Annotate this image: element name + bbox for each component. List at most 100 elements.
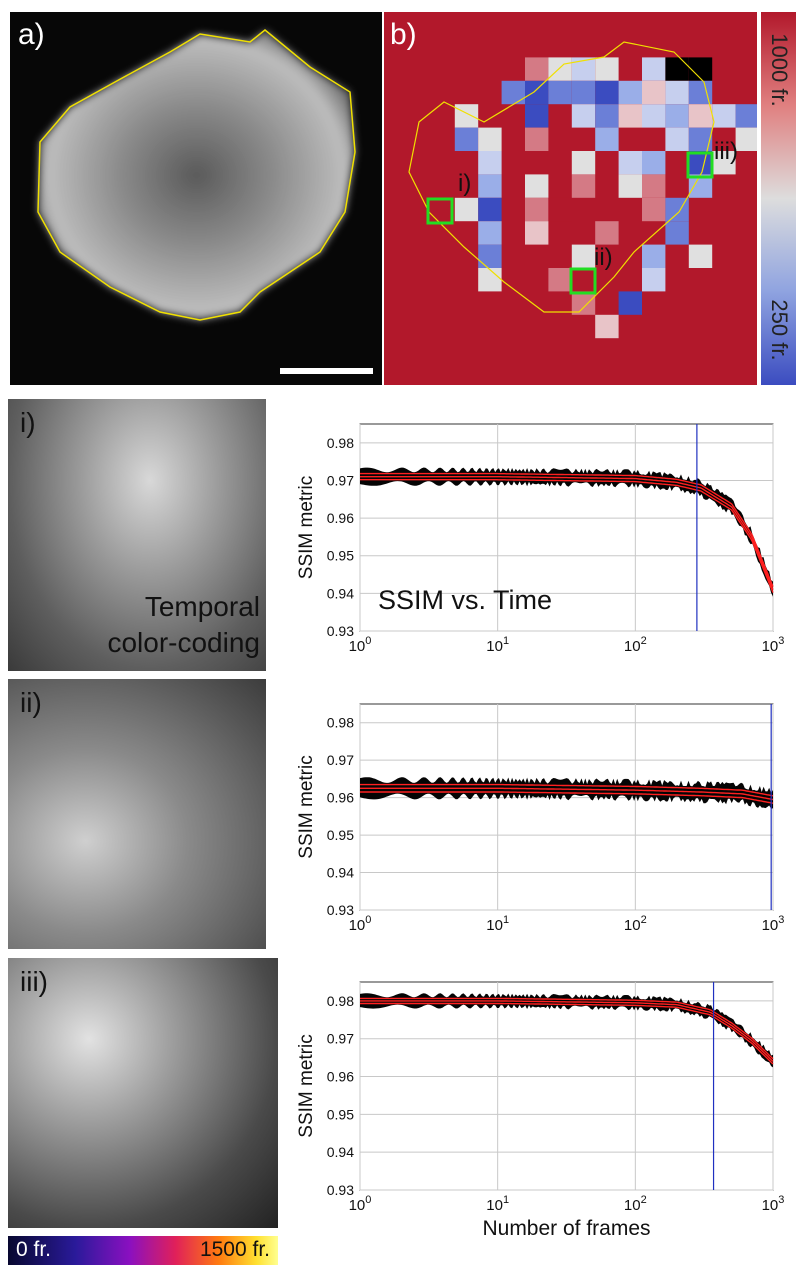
fit-line-bound xyxy=(360,791,774,804)
roi-box xyxy=(426,197,454,225)
heatmap-cell xyxy=(712,151,736,175)
heatmap-cell xyxy=(642,197,666,222)
y-axis-label: SSIM metric xyxy=(296,476,317,579)
heatmap-cell xyxy=(642,57,666,81)
heatmap-cell xyxy=(571,244,596,268)
fit-line-mean xyxy=(360,1000,774,1062)
heatmap-cell xyxy=(454,197,479,222)
heatmap-cell xyxy=(642,244,666,268)
heatmap-cell xyxy=(478,174,502,198)
inset-i-label: i) xyxy=(20,407,36,438)
x-tick-label: 101 xyxy=(486,1194,509,1214)
heatmap-cell xyxy=(571,80,596,105)
ssim-chart-ii: 0.93 0.94 0.95 0.96 0.97 0.98 100 101 102 103 SSIM… xyxy=(296,703,785,934)
heatmap-cell xyxy=(525,197,549,222)
fit-line-bound xyxy=(360,479,774,593)
x-tick-label: 102 xyxy=(624,635,647,655)
roi-label-i: i) xyxy=(458,170,472,197)
temporal-colorbar: 0 fr. 1500 fr. xyxy=(8,1236,278,1265)
chart-title: SSIM vs. Time xyxy=(378,585,552,615)
x-tick-label: 103 xyxy=(762,1194,785,1214)
y-tick-label: 0.98 xyxy=(327,993,354,1009)
heatmap-cell xyxy=(548,80,572,105)
x-axis-label: Number of frames xyxy=(482,1217,650,1240)
heatmap-cell xyxy=(618,291,642,315)
heatmap-cell xyxy=(642,268,666,292)
temporal-caption-line1: Temporal xyxy=(144,591,260,622)
heatmap-cell xyxy=(571,57,596,81)
heatmap-cell xyxy=(525,221,549,245)
y-tick-label: 0.95 xyxy=(327,1106,354,1122)
y-tick-label: 0.96 xyxy=(327,1069,354,1085)
colorbar-top-label: 1000 fr. xyxy=(767,33,792,107)
x-tick-label: 100 xyxy=(349,1194,372,1214)
x-tick-label: 100 xyxy=(349,914,372,934)
heatmap-cell xyxy=(595,127,619,151)
y-tick-label: 0.95 xyxy=(327,827,354,843)
cell-outline-overlay xyxy=(408,41,715,313)
heatmap-cell xyxy=(478,197,502,222)
y-tick-label: 0.94 xyxy=(327,1144,354,1160)
fit-line-bound xyxy=(360,997,774,1060)
colorbar-right-label: 1500 fr. xyxy=(199,1238,270,1261)
noise-band xyxy=(360,467,773,597)
fit-line-mean xyxy=(360,476,774,590)
x-tick-label: 103 xyxy=(762,914,785,934)
heatmap-cell xyxy=(571,174,596,198)
cell-outline xyxy=(37,29,356,321)
heatmap-cell xyxy=(478,127,502,151)
heatmap-cell xyxy=(571,291,596,315)
roi-box xyxy=(686,151,714,179)
heatmap-cell xyxy=(688,127,713,151)
heatmap-cell xyxy=(525,127,549,151)
colorbar-left-label: 0 fr. xyxy=(16,1238,52,1261)
y-tick-label: 0.94 xyxy=(327,585,354,601)
heatmap-cell xyxy=(642,151,666,175)
y-tick-label: 0.97 xyxy=(327,1031,354,1047)
temporal-caption-line2: color-coding xyxy=(107,627,260,658)
y-tick-label: 0.93 xyxy=(327,902,354,918)
y-tick-label: 0.93 xyxy=(327,623,354,639)
heatmap-cell xyxy=(548,197,572,222)
heatmap-cell xyxy=(712,104,736,128)
inset-i-image: i) Temporal color-coding xyxy=(8,399,266,671)
heatmap-cell xyxy=(548,57,572,81)
heatmap-cell xyxy=(478,151,502,175)
heatmap-cell xyxy=(454,104,479,128)
y-axis-label: SSIM metric xyxy=(296,1034,317,1137)
heatmap-cell xyxy=(595,57,619,81)
heatmap-cell xyxy=(665,127,689,151)
heatmap-cell xyxy=(642,104,666,128)
heatmap-cell xyxy=(735,104,757,128)
panel-a-label: a) xyxy=(18,18,45,51)
y-tick-label: 0.96 xyxy=(327,790,354,806)
y-tick-label: 0.97 xyxy=(327,472,354,488)
inset-iii-image: iii) xyxy=(8,958,278,1228)
inset-iii-label: iii) xyxy=(20,966,48,997)
plot-frame xyxy=(359,703,774,911)
x-tick-label: 102 xyxy=(624,1194,647,1214)
cell-image-svg xyxy=(37,29,373,374)
colorbar-bottom-label: 250 fr. xyxy=(767,299,792,361)
inset-ii-label: ii) xyxy=(20,687,42,718)
heatmap-cell xyxy=(665,80,689,105)
panel-b-heatmap: b) i) ii) iii) xyxy=(384,12,757,385)
y-tick-label: 0.98 xyxy=(327,435,354,451)
x-tick-label: 101 xyxy=(486,914,509,934)
heatmap-cell xyxy=(478,221,502,245)
heatmap-cell xyxy=(688,244,713,268)
heatmap-cell xyxy=(688,104,713,128)
heatmap-cell xyxy=(525,57,549,81)
panel-b-label: b) xyxy=(390,18,417,51)
heatmap-cell xyxy=(688,174,713,198)
heatmap-cell xyxy=(595,104,619,128)
y-tick-label: 0.96 xyxy=(327,510,354,526)
heatmap-cell xyxy=(665,221,689,245)
heatmap-cell xyxy=(618,151,642,175)
heatmap-cell xyxy=(665,197,689,222)
heatmap-cell xyxy=(618,80,642,105)
scale-bar xyxy=(280,368,373,374)
heatmap-cell xyxy=(688,57,713,81)
plot-frame xyxy=(359,423,774,632)
y-tick-label: 0.98 xyxy=(327,715,354,731)
